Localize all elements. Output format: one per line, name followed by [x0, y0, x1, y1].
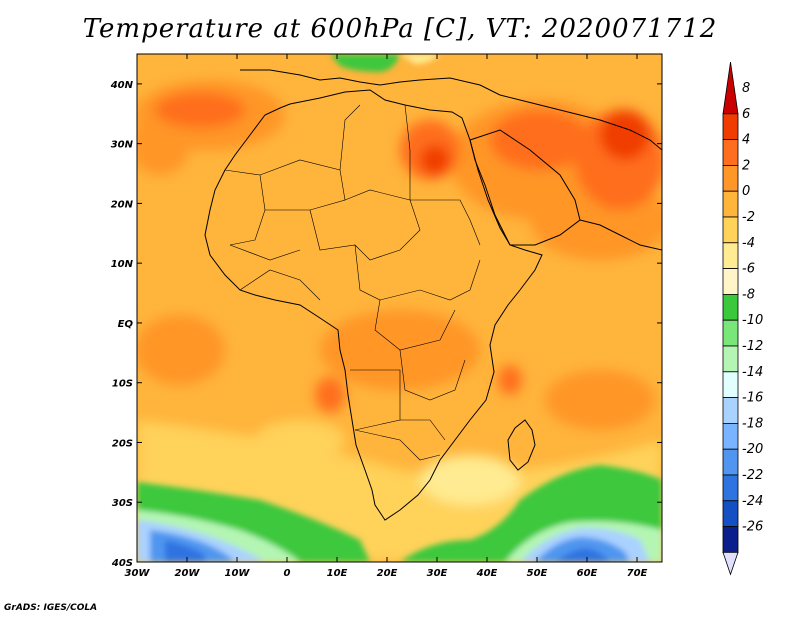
colorbar-label: -14: [742, 365, 763, 380]
lat-tick-label: 10N: [111, 259, 134, 270]
lon-tick-label: 30W: [125, 568, 151, 579]
colorbar-swatch: [722, 448, 739, 476]
colorbar-swatch: [722, 422, 739, 450]
lon-tick-label: 20W: [175, 568, 201, 579]
country-borders: [224, 104, 481, 461]
lon-tick-label: 0: [284, 568, 291, 579]
colorbar-label: 0: [742, 184, 750, 199]
colorbar-swatch: [722, 474, 739, 502]
lon-tick-label: 20E: [377, 568, 398, 579]
credit-text: GrADS: IGES/COLA: [4, 603, 98, 613]
lon-tick-label: 40E: [476, 568, 498, 579]
colorbar-label: -4: [742, 236, 755, 251]
lat-tick-label: 20N: [111, 199, 134, 210]
colorbar-swatch: [722, 500, 739, 527]
colorbar-label: 6: [742, 107, 750, 122]
colorbar-swatch: [722, 397, 739, 424]
colorbar-swatch: [722, 113, 739, 141]
lat-tick-label: 20S: [112, 438, 133, 449]
colorbar-label: 4: [742, 133, 750, 148]
colorbar-label: -12: [742, 339, 763, 354]
colorbar-swatch: [722, 268, 739, 295]
lon-tick-label: 10W: [225, 568, 251, 579]
colorbar-label: -26: [742, 520, 763, 535]
colorbar-label: -24: [742, 494, 763, 509]
colorbar-label: 8: [742, 81, 750, 96]
colorbar-swatch: [722, 526, 739, 553]
lon-tick-label: 10E: [327, 568, 348, 579]
colorbar-swatch: [722, 190, 739, 218]
colorbar-swatch: [722, 164, 739, 192]
lat-tick-label: 40N: [110, 80, 134, 91]
colorbar-label: -8: [742, 287, 755, 302]
lon-tick-label: 60E: [577, 568, 598, 579]
lat-tick-label: 30N: [111, 140, 134, 151]
colorbar-swatch: [722, 345, 739, 373]
colorbar-swatch: [722, 319, 739, 347]
lon-tick-label: 50E: [527, 568, 548, 579]
colorbar-label: -6: [742, 262, 755, 277]
colorbar-swatch: [722, 552, 739, 576]
colorbar-swatch: [722, 242, 739, 270]
colorbar-label: -2: [742, 210, 755, 225]
colorbar-swatch: [722, 371, 739, 398]
lat-tick-label: 30S: [112, 498, 133, 509]
colorbar-label: -16: [742, 391, 763, 406]
colorbar-label: 2: [742, 158, 750, 173]
colorbar-swatch: [722, 293, 739, 321]
colorbar-swatch: [722, 139, 739, 166]
latitude-axis: 40S 30S 20S 10S EQ 10N 20N 30N 40N: [110, 80, 662, 569]
colorbar-label: -18: [742, 416, 763, 431]
colorbar-swatch: [722, 216, 739, 244]
lon-tick-label: 70E: [627, 568, 648, 579]
lat-tick-label: 40S: [111, 558, 133, 569]
colorbar: 8 6 4 2 0 -2 -4 -6 -8 -10 -12 -14 -16 -18 -20 -22 -24 -26: [722, 61, 763, 576]
temperature-field: [137, 54, 662, 562]
lat-tick-label: 10S: [112, 379, 133, 390]
lat-tick-label: EQ: [118, 319, 134, 330]
colorbar-label: -22: [742, 468, 763, 483]
colorbar-swatch: [722, 61, 739, 115]
map-title: Temperature at 600hPa [C], VT: 202007171…: [82, 14, 718, 44]
longitude-axis: 30W 20W 10W 0 10E 20E 30E 40E 50E 60E 70E: [125, 54, 648, 579]
colorbar-label: -10: [742, 313, 763, 328]
coastlines: [204, 69, 662, 521]
colorbar-label: -20: [742, 442, 763, 457]
plot-frame: [136, 53, 663, 563]
lon-tick-label: 30E: [427, 568, 448, 579]
